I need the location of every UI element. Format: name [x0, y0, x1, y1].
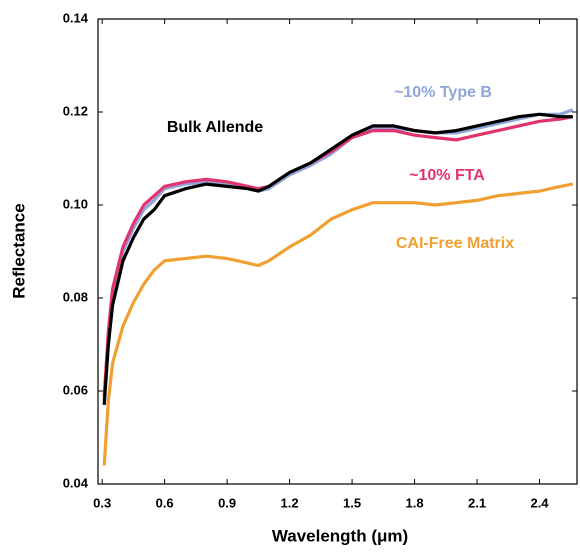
- series-line: [102, 182, 574, 466]
- x-tick-label: 1.8: [406, 495, 424, 510]
- y-tick-label: 0.12: [63, 103, 88, 118]
- y-tick-label: 0.04: [63, 475, 89, 490]
- x-tick-label: 0.3: [93, 495, 111, 510]
- y-tick-label: 0.08: [63, 289, 88, 304]
- y-axis-label: Reflectance: [9, 203, 28, 298]
- x-tick-label: 1.2: [281, 495, 299, 510]
- x-tick-label: 2.4: [530, 495, 549, 510]
- series-label: ~10% Type B: [394, 84, 492, 101]
- x-tick-label: 0.6: [156, 495, 174, 510]
- x-axis-label: Wavelength (μm): [272, 526, 408, 545]
- series-line: [102, 115, 574, 396]
- series-line: [102, 112, 573, 406]
- series-label: CAI-Free Matrix: [396, 235, 514, 252]
- y-tick-label: 0.06: [63, 382, 88, 397]
- x-tick-label: 1.5: [343, 495, 361, 510]
- series-label: ~10% FTA: [409, 167, 485, 184]
- plot-frame: [97, 18, 578, 485]
- y-tick-label: 0.10: [63, 196, 88, 211]
- x-tick-label: 2.1: [468, 495, 486, 510]
- series-line: [102, 108, 574, 401]
- x-tick-label: 0.9: [218, 495, 236, 510]
- series-label: Bulk Allende: [167, 119, 263, 136]
- y-tick-label: 0.14: [63, 10, 89, 25]
